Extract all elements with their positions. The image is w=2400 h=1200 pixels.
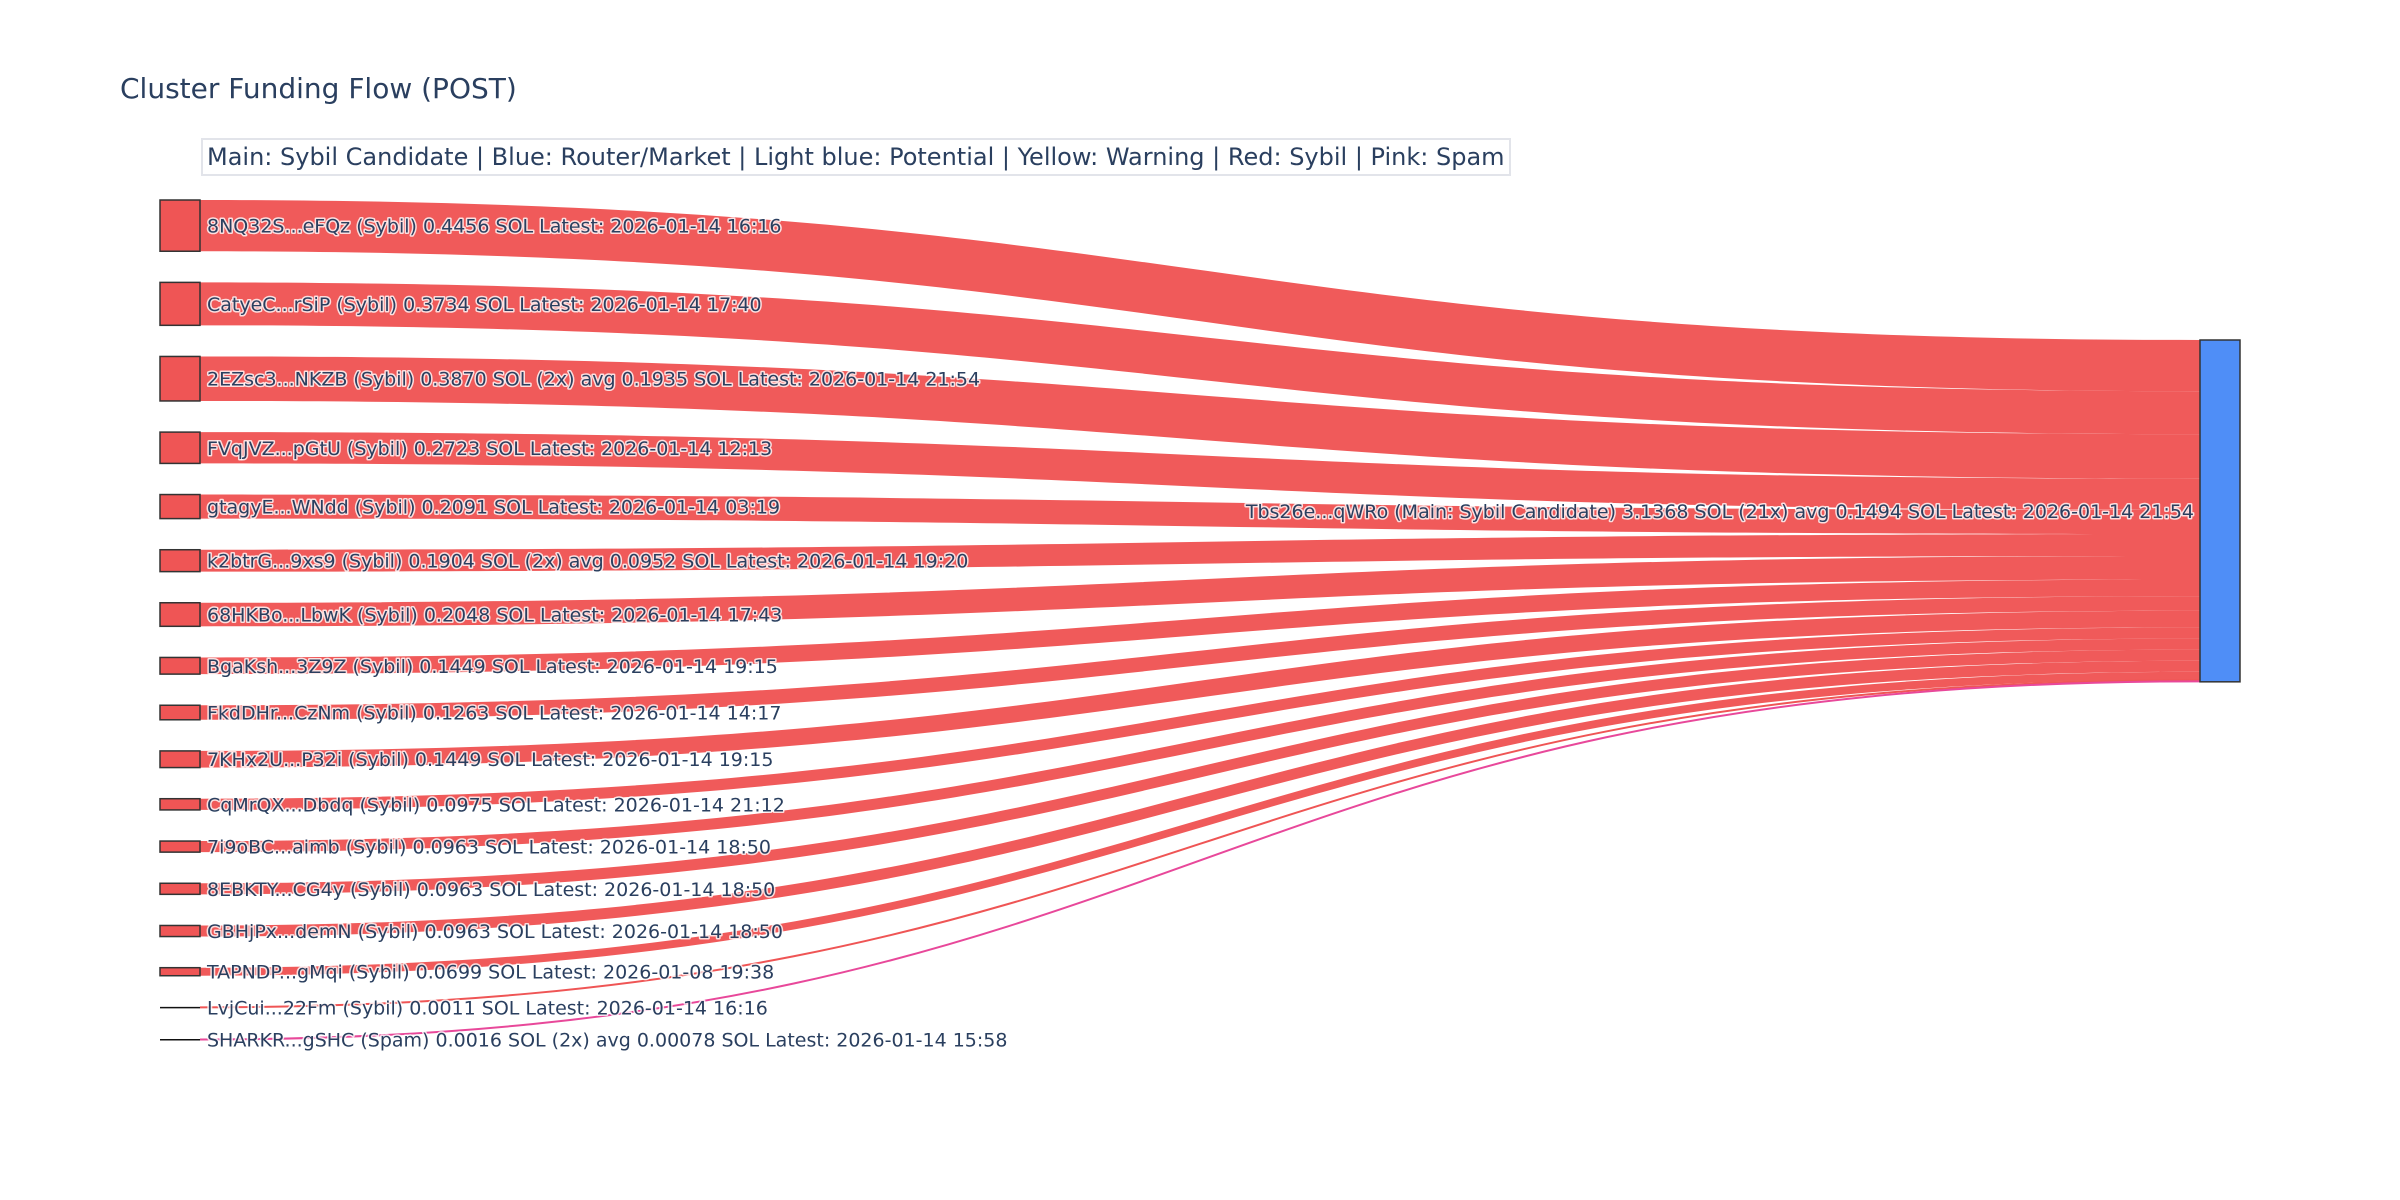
source-node-label: 2EZsc3...NKZB (Sybil) 0.3870 SOL (2x) av… (207, 369, 980, 391)
source-node-label: SHARKR...gSHC (Spam) 0.0016 SOL (2x) avg… (207, 1030, 1007, 1052)
source-node-label: TAPNDP...gMqi (Sybil) 0.0699 SOL Latest:… (206, 962, 774, 984)
source-node[interactable] (160, 1039, 200, 1041)
source-node[interactable] (159, 750, 201, 769)
source-node[interactable] (159, 924, 201, 938)
flow-link[interactable] (200, 660, 2200, 937)
source-node[interactable] (159, 966, 201, 977)
flow-link[interactable] (200, 596, 2200, 720)
target-node-label: Tbs26e...qWRo (Main: Sybil Candidate) 3.… (1245, 501, 2194, 523)
source-node-label: 68HKBo...LbwK (Sybil) 0.2048 SOL Latest:… (207, 605, 782, 627)
flow-link[interactable] (200, 282, 2200, 435)
flow-link[interactable] (200, 579, 2200, 675)
flow-link[interactable] (200, 200, 2200, 392)
source-node[interactable] (159, 199, 201, 252)
flow-link[interactable] (200, 638, 2200, 853)
source-node-label: 7KHx2U...P32i (Sybil) 0.1449 SOL Latest:… (207, 749, 773, 771)
source-node[interactable] (159, 704, 201, 721)
source-node-label: k2btrG...9xs9 (Sybil) 0.1904 SOL (2x) av… (207, 551, 968, 573)
source-node[interactable] (159, 602, 201, 628)
source-node[interactable] (159, 656, 201, 675)
source-node-label: CqMrQX...Dbdq (Sybil) 0.0975 SOL Latest:… (207, 794, 785, 816)
flow-link[interactable] (200, 671, 2200, 976)
source-node-label: LvjCui...22Fm (Sybil) 0.0011 SOL Latest:… (207, 997, 768, 1019)
source-node[interactable] (159, 797, 201, 811)
flow-link[interactable] (200, 494, 2200, 535)
target-node[interactable] (2199, 339, 2241, 683)
source-node-label: gtagyE...WNdd (Sybil) 0.2091 SOL Latest:… (207, 497, 780, 519)
source-node-label: FkdDHr...CzNm (Sybil) 0.1263 SOL Latest:… (207, 703, 781, 725)
source-node-label: BgaKsh...3Z9Z (Sybil) 0.1449 SOL Latest:… (207, 656, 778, 678)
source-node[interactable] (159, 882, 201, 896)
source-node[interactable] (159, 355, 201, 402)
source-node[interactable] (159, 493, 201, 520)
chart-title: Cluster Funding Flow (POST) (120, 72, 517, 105)
source-node[interactable] (159, 548, 201, 573)
source-node-label: 8NQ32S...eFQz (Sybil) 0.4456 SOL Latest:… (207, 216, 782, 238)
source-node-label: 8EBKTY...CG4y (Sybil) 0.0963 SOL Latest:… (207, 879, 775, 901)
legend: Main: Sybil Candidate | Blue: Router/Mar… (201, 138, 1511, 176)
source-node[interactable] (160, 1006, 200, 1009)
flow-link[interactable] (200, 534, 2200, 572)
flow-link[interactable] (199, 680, 2201, 1041)
flow-link[interactable] (200, 555, 2200, 627)
flow-link[interactable] (200, 610, 2200, 768)
flow-link[interactable] (200, 432, 2200, 511)
flow-link[interactable] (200, 627, 2200, 810)
source-node[interactable] (159, 431, 201, 465)
source-node-label: FVqJVZ...pGtU (Sybil) 0.2723 SOL Latest:… (207, 438, 772, 460)
source-node-label: GBHjPx...demN (Sybil) 0.0963 SOL Latest:… (207, 921, 783, 943)
source-node-label: CatyeC...rSiP (Sybil) 0.3734 SOL Latest:… (207, 294, 762, 316)
flow-link[interactable] (200, 649, 2200, 895)
source-node[interactable] (159, 281, 201, 327)
flow-link[interactable] (200, 356, 2200, 479)
flow-link[interactable] (199, 679, 2201, 1009)
source-node-label: 7i9oBC...aimb (Sybil) 0.0963 SOL Latest:… (207, 837, 771, 859)
source-node[interactable] (159, 840, 201, 853)
